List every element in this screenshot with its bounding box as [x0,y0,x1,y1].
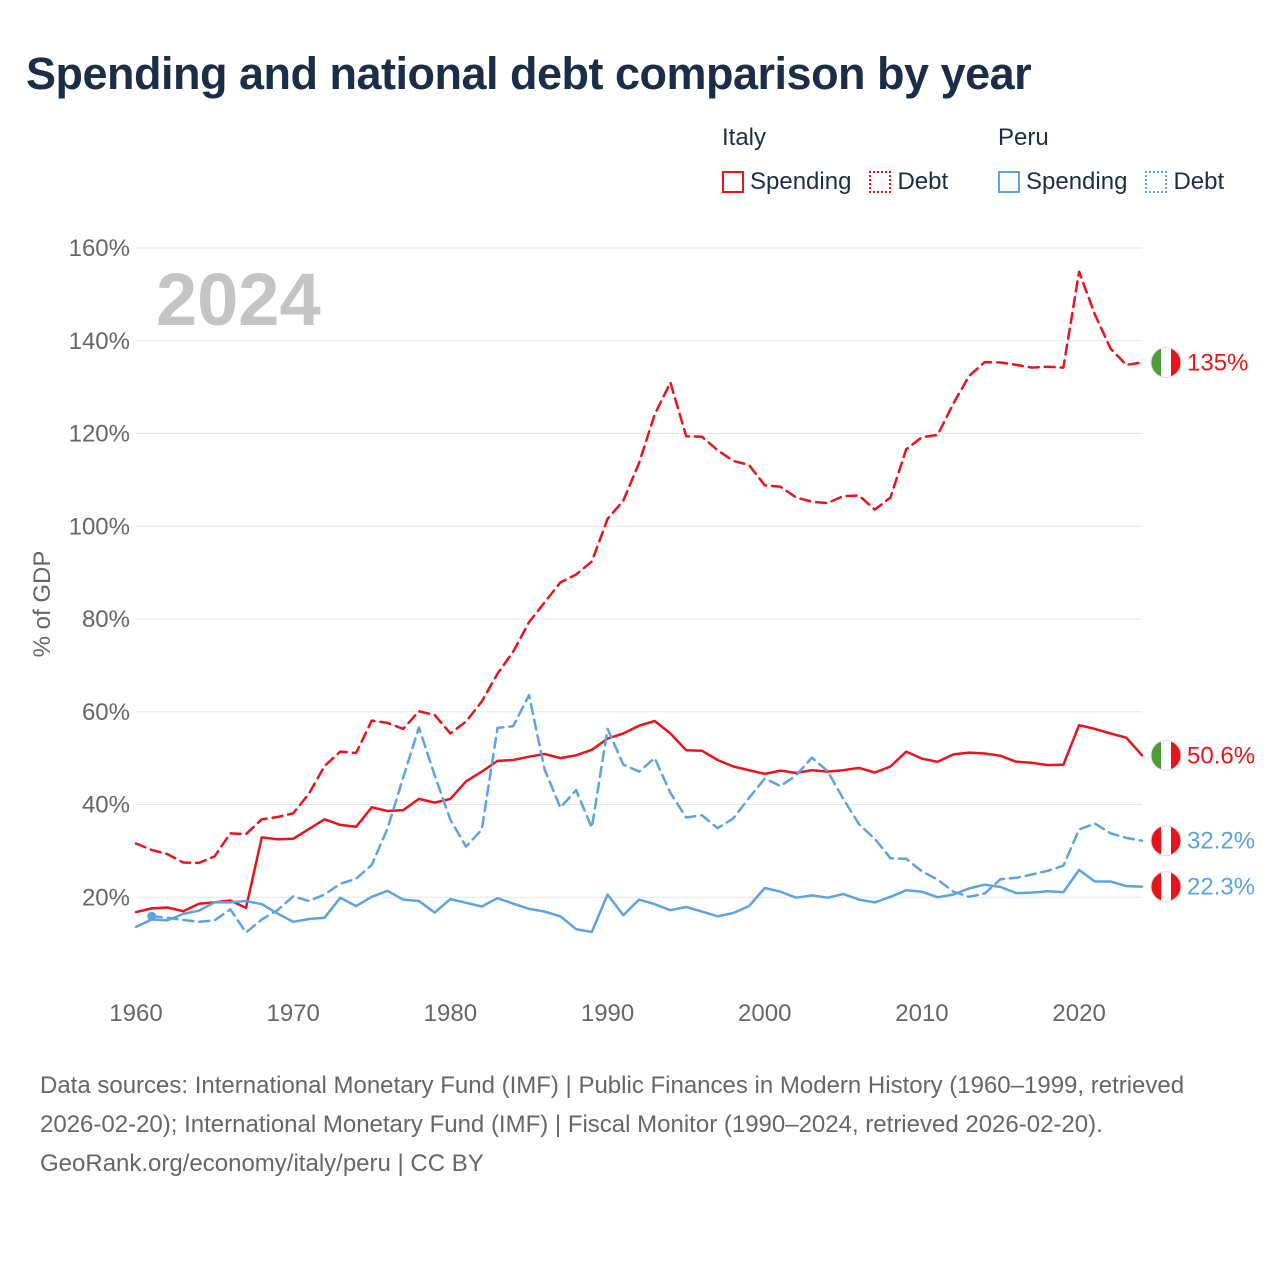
legend-peru-spending[interactable]: Spending [998,168,1127,196]
legend-italy: Italy Spending Debt [722,124,966,196]
y-tick-label: 120% [69,421,130,448]
legend-peru-spending-label: Spending [1026,168,1128,195]
end-value-label: 22.3% [1187,874,1255,901]
flag-peru-icon [1150,871,1182,903]
legend-swatch-dotted-icon [869,171,892,193]
legend-peru: Peru Spending Debt [998,124,1242,196]
year-label: 2024 [156,258,321,341]
x-tick-label: 2000 [738,1000,791,1027]
series-line-peru-spending[interactable] [134,868,1144,934]
y-tick-label: 60% [82,699,130,726]
legend-swatch-solid-icon [998,171,1020,193]
chart-plot: 20% 40% 60% 80% 100% 120% 140% 160% 1960 1970 198… [29,235,1255,1027]
chart-title: Spending and national debt comparison by… [26,48,1032,99]
y-tick-label: 40% [82,792,130,819]
legend-swatch-solid-icon [722,171,744,193]
flag-italy-icon [1150,739,1182,771]
x-tick-label: 2010 [895,1000,948,1027]
x-tick-label: 2020 [1052,1000,1105,1027]
legend-swatch-dotted-icon [1145,171,1168,193]
legend-peru-name: Peru [998,124,1049,151]
y-tick-label: 80% [82,606,130,633]
legend-italy-name: Italy [722,124,767,151]
credit-link[interactable]: GeoRank.org/economy/italy/peru | CC BY [40,1150,484,1177]
legend-italy-debt-label: Debt [897,168,949,195]
flag-italy-icon [1150,347,1182,379]
flag-peru-icon [1150,825,1182,857]
legend-peru-debt[interactable]: Debt [1145,168,1224,196]
footer: Data sources: International Monetary Fun… [40,1066,1240,1183]
x-tick-label: 1990 [581,1000,634,1027]
series-line-italy-debt[interactable] [134,270,1144,865]
data-sources: Data sources: International Monetary Fun… [40,1072,1185,1138]
end-value-label: 50.6% [1187,742,1255,769]
end-value-label: 32.2% [1187,828,1255,855]
legend-italy-spending[interactable]: Spending [722,168,851,196]
y-tick-label: 100% [69,513,130,540]
x-tick-label: 1960 [109,1000,162,1027]
series-line-italy-spending[interactable] [134,719,1144,914]
y-tick-label: 20% [82,884,130,911]
legend-italy-spending-label: Spending [750,168,852,195]
series-start-marker [147,911,157,921]
x-tick-label: 1980 [424,1000,477,1027]
y-tick-label: 140% [69,328,130,355]
legend-italy-debt[interactable]: Debt [869,168,948,196]
legend-peru-debt-label: Debt [1173,168,1225,195]
end-value-label: 135% [1187,350,1248,377]
y-axis-label: % of GDP [29,551,56,658]
x-tick-label: 1970 [266,1000,319,1027]
series-line-peru-debt[interactable] [150,693,1144,934]
y-tick-label: 160% [69,235,130,262]
